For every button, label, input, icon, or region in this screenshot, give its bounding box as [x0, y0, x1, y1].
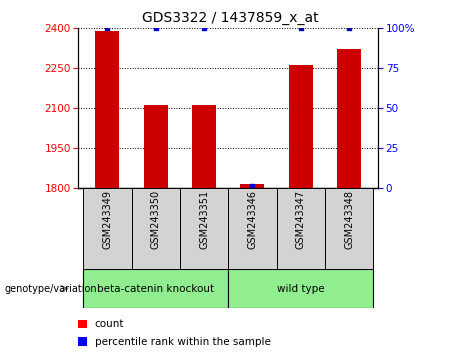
Bar	[240, 184, 265, 188]
Point	[297, 25, 304, 31]
Text: GSM243351: GSM243351	[199, 190, 209, 249]
Point	[345, 25, 353, 31]
Text: GSM243347: GSM243347	[296, 190, 306, 249]
Point	[248, 183, 256, 189]
Text: count: count	[95, 319, 124, 329]
Bar	[144, 104, 168, 188]
Bar	[83, 188, 131, 269]
Bar	[83, 269, 228, 308]
Text: genotype/variation: genotype/variation	[5, 284, 97, 293]
Text: beta-catenin knockout: beta-catenin knockout	[97, 284, 214, 293]
Bar	[228, 269, 373, 308]
Bar	[131, 188, 180, 269]
Bar	[337, 49, 361, 188]
Point	[104, 25, 111, 31]
Bar	[180, 188, 228, 269]
Text: wild type: wild type	[277, 284, 325, 293]
Point	[201, 25, 208, 31]
Text: percentile rank within the sample: percentile rank within the sample	[95, 337, 271, 347]
Bar	[228, 188, 277, 269]
Text: GSM243349: GSM243349	[102, 190, 112, 249]
Text: GSM243350: GSM243350	[151, 190, 161, 249]
Text: GSM243346: GSM243346	[248, 190, 257, 249]
Bar	[277, 188, 325, 269]
Bar	[325, 188, 373, 269]
Bar	[95, 31, 119, 188]
Point	[152, 25, 160, 31]
Text: GSM243348: GSM243348	[344, 190, 354, 249]
Bar	[289, 65, 313, 188]
Text: GDS3322 / 1437859_x_at: GDS3322 / 1437859_x_at	[142, 11, 319, 25]
Bar	[192, 104, 216, 188]
